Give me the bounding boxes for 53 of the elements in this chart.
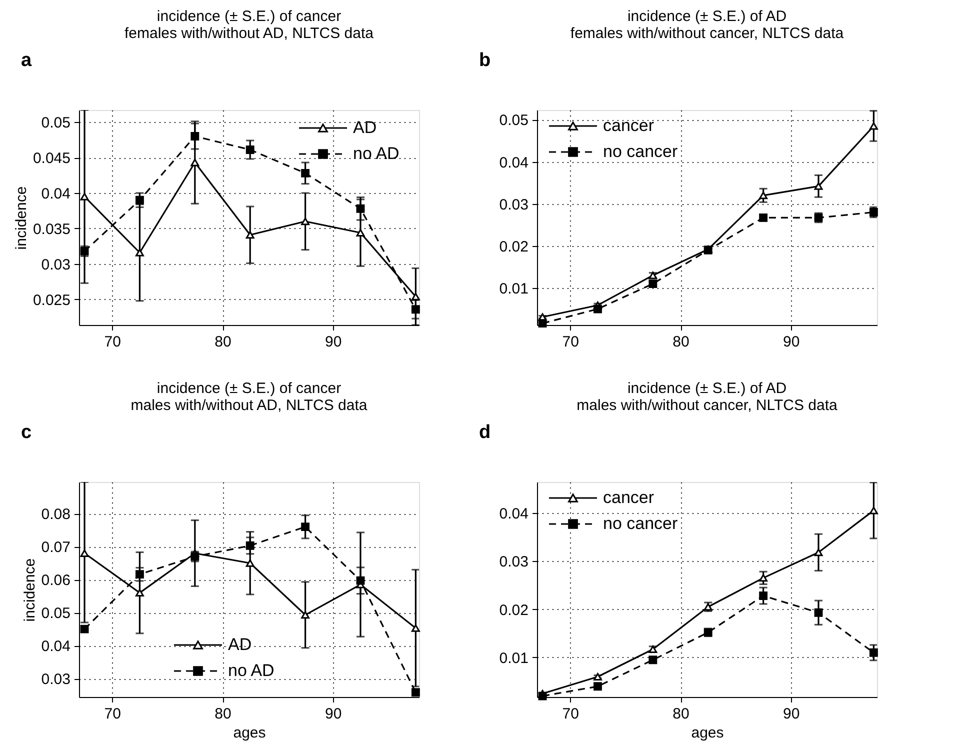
legend-label: AD — [228, 635, 252, 654]
y-tick-label: 0.01 — [499, 650, 528, 667]
y-tick-label: 0.02 — [499, 238, 528, 256]
y-tick-label: 0.05 — [41, 605, 70, 622]
y-tick-label: 0.03 — [499, 196, 528, 214]
y-tick-label: 0.05 — [41, 114, 70, 132]
y-tick-label: 0.025 — [32, 292, 70, 309]
x-tick-label: 70 — [562, 706, 579, 722]
x-axis-title: ages — [233, 724, 266, 742]
y-tick-label: 0.04 — [41, 638, 70, 656]
x-tick-label: 90 — [325, 706, 342, 722]
y-tick-label: 0.08 — [41, 506, 70, 524]
y-tick-label: 0.03 — [41, 671, 70, 688]
chart-title: incidence (± S.E.) of cancer females with/without AD, NLTCS data — [124, 8, 374, 42]
x-tick-label: 80 — [214, 334, 232, 350]
y-tick-label: 0.04 — [499, 154, 528, 172]
legend-label: no AD — [228, 661, 274, 680]
text: d — [479, 422, 491, 443]
y-tick-label: 0.04 — [41, 186, 70, 203]
x-tick-label: 90 — [783, 706, 800, 722]
legend-label: cancer — [603, 116, 654, 135]
x-tick-label: 80 — [672, 706, 690, 722]
x-tick-label: 70 — [104, 334, 121, 350]
y-tick-label: 0.06 — [41, 572, 70, 590]
chart-title: incidence (± S.E.) of AD females with/without cancer, NLTCS data — [570, 8, 844, 42]
legend-label: no cancer — [603, 142, 678, 161]
x-tick-label: 80 — [672, 334, 690, 350]
chart-title: incidence (± S.E.) of AD males with/without cancer, NLTCS data — [576, 380, 838, 414]
y-tick-label: 0.05 — [499, 112, 528, 130]
y-axis-title: incidence — [12, 186, 30, 250]
text: c — [21, 422, 32, 443]
legend-label: cancer — [603, 488, 654, 507]
text: a — [21, 50, 32, 71]
y-tick-label: 0.035 — [32, 221, 70, 238]
y-tick-label: 0.01 — [499, 280, 528, 298]
y-tick-label: 0.02 — [499, 602, 528, 619]
x-tick-label: 70 — [104, 706, 121, 722]
legend-label: AD — [353, 118, 377, 137]
y-tick-label: 0.04 — [499, 505, 528, 522]
y-tick-label: 0.045 — [32, 150, 70, 168]
legend-label: no cancer — [603, 514, 678, 533]
legend-label: no AD — [353, 144, 400, 163]
y-tick-label: 0.07 — [41, 539, 70, 556]
chart-title: incidence (± S.E.) of cancer males with/without AD, NLTCS data — [130, 380, 368, 414]
y-tick-label: 0.03 — [41, 256, 70, 274]
y-tick-label: 0.03 — [499, 554, 528, 571]
x-tick-label: 70 — [562, 334, 579, 350]
x-tick-label: 80 — [214, 706, 232, 722]
y-axis-title: incidence — [21, 558, 38, 622]
x-tick-label: 90 — [325, 334, 342, 350]
x-tick-label: 90 — [783, 334, 800, 350]
x-axis-title: ages — [691, 724, 724, 742]
text: b — [479, 50, 491, 71]
